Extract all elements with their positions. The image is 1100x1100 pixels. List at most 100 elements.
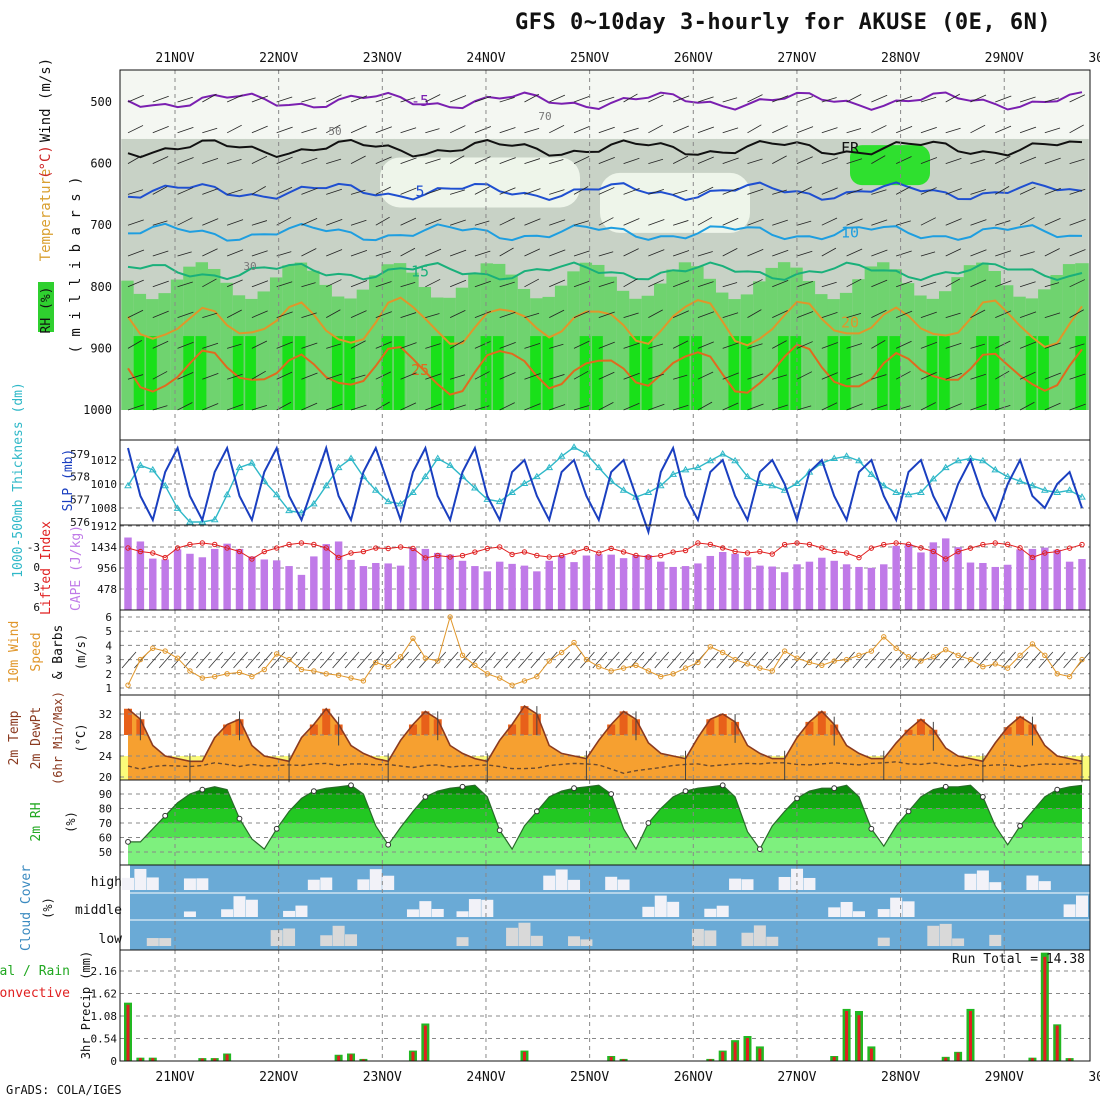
rh-shade-saturated	[777, 336, 789, 410]
date-label-top-24NOV: 24NOV	[466, 51, 505, 66]
ylabel-total-rain: Total / Rain	[0, 964, 70, 979]
lifted-index-point-12	[273, 545, 280, 551]
thickness-point-40	[619, 486, 628, 493]
wind-barb	[226, 189, 243, 195]
rh-shade-high	[257, 291, 272, 410]
wind-barb	[648, 124, 663, 134]
precip-tick-0.54: 0.54	[91, 1033, 118, 1046]
wind-speed-point-23	[410, 635, 416, 641]
rh-shade-saturated	[839, 336, 851, 410]
rh-point-48	[719, 782, 726, 789]
thickness-point-45	[681, 465, 690, 473]
wind-speed-point-25	[435, 658, 441, 664]
wind-barb	[400, 217, 417, 226]
wind-barb	[326, 188, 343, 195]
rh-shade-high	[269, 277, 284, 410]
wind-barb	[251, 310, 268, 318]
temp-hot-fill-71	[1003, 727, 1012, 735]
wind-barb	[375, 341, 392, 349]
cape-bar-74	[1041, 547, 1049, 610]
wind-barb	[1044, 312, 1061, 318]
wind-barb	[425, 373, 442, 380]
lifted-index-point-39	[608, 545, 614, 552]
cloud-high-block	[357, 879, 370, 890]
lifted-index-point-77	[1079, 541, 1085, 548]
wind-barb	[672, 125, 689, 134]
wind-barb	[177, 96, 193, 103]
cape-bar-51	[756, 565, 764, 610]
thickness-point-8	[223, 490, 232, 498]
precip-convective-bar-73	[1030, 1058, 1034, 1061]
wind-barb	[400, 372, 417, 380]
wind-barb	[945, 158, 962, 164]
wind-barb	[573, 280, 591, 288]
wind-barb	[722, 127, 739, 134]
wind-speed-point-46	[695, 659, 701, 666]
rh-shade-saturated	[889, 336, 901, 410]
lifted-index-point-65	[930, 548, 937, 555]
wind-barb	[226, 404, 244, 411]
cape-bar-44	[669, 566, 677, 610]
cloud-low-block	[927, 925, 940, 946]
wind-barb	[1069, 124, 1084, 134]
temp-hot-fill-15	[309, 724, 318, 735]
cape-bar-50	[743, 557, 752, 610]
pressure-tick-600: 600	[90, 157, 112, 171]
thickness-point-6	[198, 518, 207, 525]
rh-shade-high	[455, 287, 470, 410]
cape-bar-18	[347, 559, 355, 610]
wind-barb	[251, 250, 268, 257]
wind-barb	[1069, 279, 1085, 288]
thickness-point-4	[173, 504, 182, 511]
rh-shade-high	[1062, 264, 1077, 410]
cloud-high-block	[134, 868, 147, 890]
cloud-high-block	[382, 875, 395, 890]
wind-barb	[524, 93, 540, 103]
rh-shade-high	[468, 273, 482, 410]
wind-barb	[995, 125, 1012, 134]
lifted-index-point-55	[806, 541, 813, 548]
ylabel-temperature-units: (°C)	[38, 145, 54, 179]
wind-barb	[697, 251, 713, 257]
thickness-point-58	[842, 452, 851, 459]
wind-barb	[697, 216, 713, 226]
wind-barb	[598, 126, 615, 134]
date-label-top-22NOV: 22NOV	[259, 51, 298, 66]
wind-barb-10m	[220, 651, 236, 669]
wind-barb	[598, 341, 615, 349]
date-label-bottom-23NOV: 23NOV	[363, 1070, 402, 1085]
cloud-middle-block	[642, 906, 655, 917]
wind-barb	[1019, 311, 1037, 318]
wind-barb	[425, 343, 441, 349]
precip-convective-bar-1	[138, 1058, 142, 1061]
wind-barb	[995, 310, 1012, 318]
thickness-point-75	[1053, 488, 1062, 496]
wind-speed-point-45	[682, 665, 689, 671]
temp-hot-fill-47	[706, 719, 715, 735]
wind-speed-point-38	[596, 664, 602, 670]
ylabel-temperature: Temperature	[38, 169, 54, 262]
wind-barb	[846, 373, 863, 380]
wind-barb	[722, 342, 739, 349]
thickness-point-76	[1065, 486, 1074, 493]
wind-barb-10m	[617, 651, 632, 669]
lifted-index-point-46	[695, 540, 701, 546]
wind-speed-point-56	[819, 662, 825, 668]
wind-barb	[350, 250, 368, 257]
wind-barb	[1044, 248, 1060, 257]
rh-shade-high	[369, 275, 383, 410]
wind-barb	[127, 249, 145, 257]
isotherm-15	[127, 261, 1083, 282]
cape-bar-38	[595, 554, 603, 610]
wind-barb	[350, 340, 366, 349]
wind-barb	[375, 216, 390, 226]
cloud-middle-block	[852, 911, 865, 917]
wind-barb	[400, 402, 417, 411]
wind-speed-point-2	[150, 645, 156, 651]
wind-speed-point-67	[955, 652, 961, 659]
lifted-index-tick--3: -3	[27, 541, 40, 554]
wind-barb	[945, 312, 961, 318]
thickness-point-30	[495, 497, 504, 505]
wind-barb	[772, 249, 789, 257]
wind-barb	[251, 220, 268, 226]
